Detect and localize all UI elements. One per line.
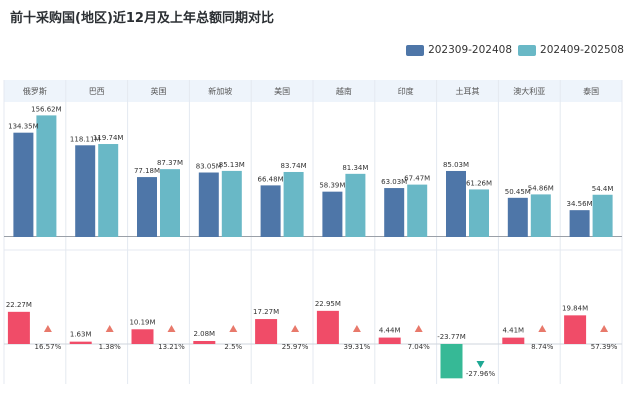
increase-triangle-icon <box>43 325 52 332</box>
bar-series-prev <box>137 177 157 237</box>
data-label-prev: 50.45M <box>505 188 531 196</box>
bar-series-curr <box>160 169 180 237</box>
difference-bar-increase <box>255 319 278 344</box>
data-label-curr: 85.13M <box>219 161 245 169</box>
data-label-curr: 119.74M <box>93 134 124 142</box>
growth-rate-label: 25.97% <box>282 343 309 351</box>
growth-rate-label: 16.57% <box>35 343 62 351</box>
growth-rate-label: 13.21% <box>158 343 185 351</box>
increase-triangle-icon <box>291 325 300 332</box>
difference-bar-increase <box>502 337 525 344</box>
legend-swatch-curr <box>518 44 537 56</box>
difference-label: 4.44M <box>379 327 401 335</box>
difference-bar-decrease <box>440 344 463 379</box>
difference-bar-increase <box>564 315 587 344</box>
bar-series-curr <box>221 170 242 237</box>
x-tick-label: 美国 <box>274 86 290 96</box>
difference-bar-increase <box>7 311 30 344</box>
difference-bar-increase <box>316 310 339 344</box>
x-tick-label: 澳大利亚 <box>513 86 545 96</box>
bar-series-prev <box>384 188 405 237</box>
bar-series-prev <box>507 197 528 237</box>
increase-triangle-icon <box>538 325 547 332</box>
increase-triangle-icon <box>600 325 609 332</box>
bar-series-curr <box>407 184 428 237</box>
bar-series-curr <box>469 189 489 237</box>
bar-series-prev <box>569 210 590 237</box>
difference-bar-increase <box>131 329 154 344</box>
growth-rate-label: -27.96% <box>466 370 496 378</box>
growth-rate-label: 1.38% <box>99 343 122 351</box>
difference-label: 22.27M <box>6 301 32 309</box>
data-label-curr: 81.34M <box>342 164 368 172</box>
data-label-curr: 54.4M <box>592 185 614 193</box>
data-label-curr: 87.37M <box>157 159 183 167</box>
bar-series-curr <box>592 194 613 237</box>
bar-series-prev <box>198 172 219 237</box>
x-tick-label: 土耳其 <box>456 86 480 96</box>
growth-rate-label: 39.31% <box>344 343 371 351</box>
chart-title: 前十采购国(地区)近12月及上年总额同期对比 <box>10 11 274 26</box>
x-tick-label: 新加坡 <box>208 86 232 96</box>
bar-series-prev <box>446 170 466 237</box>
data-label-curr: 67.47M <box>404 175 430 183</box>
data-label-prev: 85.03M <box>443 161 469 169</box>
increase-triangle-icon <box>167 325 176 332</box>
legend-label-prev: 202309-202408 <box>428 44 513 56</box>
x-tick-label: 俄罗斯 <box>23 86 47 96</box>
difference-label: 17.27M <box>253 308 279 316</box>
data-label-prev: 34.56M <box>567 200 593 208</box>
difference-bar-increase <box>193 340 216 344</box>
bar-series-prev <box>260 185 281 237</box>
increase-triangle-icon <box>105 325 114 332</box>
growth-rate-label: 2.5% <box>224 343 242 351</box>
bar-series-prev <box>75 145 96 237</box>
data-label-prev: 134.35M <box>8 123 39 131</box>
x-tick-label: 印度 <box>398 86 414 96</box>
x-tick-label: 巴西 <box>89 87 105 96</box>
increase-triangle-icon <box>414 325 423 332</box>
x-tick-label: 英国 <box>151 86 167 96</box>
difference-label: -23.77M <box>437 333 466 341</box>
difference-label: 4.41M <box>502 327 524 335</box>
x-tick-label: 泰国 <box>583 86 599 96</box>
legend-swatch-prev <box>406 44 425 56</box>
bar-series-curr <box>283 171 304 237</box>
difference-label: 22.95M <box>315 300 341 308</box>
bar-series-curr <box>530 194 551 237</box>
data-label-prev: 77.18M <box>134 167 160 175</box>
data-label-prev: 83.05M <box>196 163 222 171</box>
bar-series-curr <box>345 173 366 237</box>
bar-series-curr <box>98 144 119 237</box>
data-label-curr: 83.74M <box>281 162 307 170</box>
data-label-prev: 118.11M <box>70 135 101 143</box>
difference-label: 19.84M <box>562 304 588 312</box>
growth-rate-label: 7.04% <box>408 343 431 351</box>
decrease-triangle-icon <box>476 361 485 368</box>
data-label-curr: 61.26M <box>466 179 492 187</box>
increase-triangle-icon <box>229 325 238 332</box>
data-label-prev: 66.48M <box>258 175 284 183</box>
legend: 202309-202408 202409-202508 <box>406 44 624 56</box>
legend-item-prev[interactable]: 202309-202408 <box>406 44 512 56</box>
bar-series-prev <box>13 132 34 237</box>
growth-rate-label: 8.74% <box>531 343 554 351</box>
x-tick-label: 越南 <box>336 86 352 96</box>
data-label-prev: 63.03M <box>381 178 407 186</box>
bar-series-prev <box>322 191 343 237</box>
difference-label: 10.19M <box>129 318 155 326</box>
legend-item-curr[interactable]: 202409-202508 <box>518 44 624 56</box>
difference-label: 2.08M <box>193 330 215 338</box>
difference-label: 1.63M <box>70 331 92 339</box>
difference-bar-increase <box>378 337 401 344</box>
difference-bar-increase <box>69 341 92 344</box>
growth-rate-label: 57.39% <box>591 343 618 351</box>
legend-label-curr: 202409-202508 <box>540 44 624 56</box>
increase-triangle-icon <box>352 325 361 332</box>
data-label-curr: 156.62M <box>31 105 62 113</box>
data-label-prev: 58.39M <box>319 182 345 190</box>
data-label-curr: 54.86M <box>528 184 554 192</box>
bar-series-curr <box>36 115 57 237</box>
